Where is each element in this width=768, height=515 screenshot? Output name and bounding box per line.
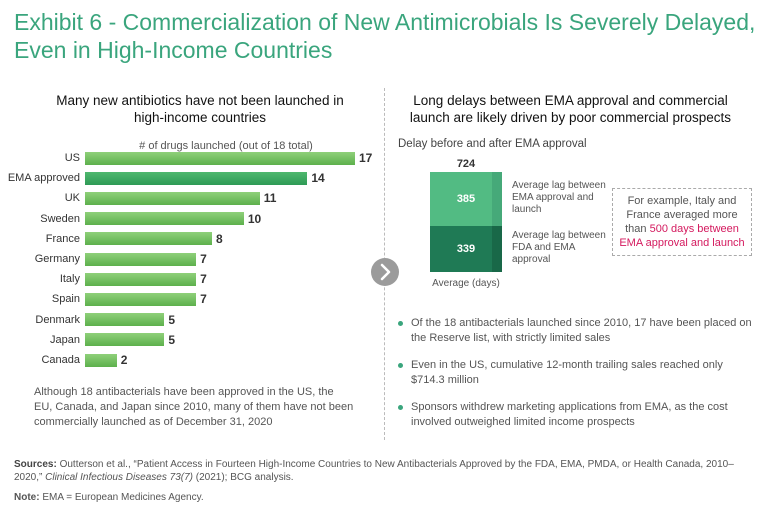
bar-value: 14 (311, 171, 325, 186)
bar-france (85, 232, 213, 246)
bar-label: EMA approved (7, 172, 80, 185)
segment-ema-to-launch: 385 (430, 172, 502, 226)
finding-text: Sponsors withdrew marketing applications… (411, 401, 728, 428)
bar-value: 2 (120, 353, 128, 367)
bar-canada (85, 353, 117, 367)
bar-label: Japan (50, 333, 80, 346)
stacked-chart-subtitle: Delay before and after EMA approval (398, 138, 587, 150)
bar-value: 8 (216, 231, 223, 246)
bar-value: 11 (263, 191, 277, 206)
next-chevron-button[interactable] (371, 258, 399, 286)
callout-highlight: 500 days between EMA approval and launch (619, 223, 745, 249)
findings-list: Of the 18 antibacterials launched since … (398, 316, 753, 442)
note-label: Note: (14, 492, 40, 503)
bar-value: 7 (200, 272, 207, 287)
bar-ema-approved (85, 171, 308, 185)
exhibit-title: Exhibit 6 - Commercialization of New Ant… (14, 9, 756, 63)
bar-label: Italy (59, 273, 80, 286)
bar-label: Spain (51, 293, 80, 306)
bar-label: UK (64, 192, 80, 205)
bar-value: 10 (247, 211, 262, 226)
bar-label: Sweden (40, 212, 80, 225)
bar-japan (85, 333, 165, 347)
stacked-chart-xlabel: Average (days) (432, 278, 500, 289)
sources-text: Outterson et al., “Patient Access in Fou… (14, 459, 734, 483)
bar-value: 7 (200, 252, 207, 266)
bullet-dot-icon (398, 363, 403, 368)
bar-uk (85, 191, 260, 205)
segment-fda-to-ema-edge (492, 226, 502, 272)
bar-sweden (85, 212, 244, 226)
bar-us (85, 151, 355, 165)
bar-denmark (85, 313, 165, 327)
bullet-dot-icon (398, 405, 403, 410)
note-footer: Note: EMA = European Medicines Agency. (14, 492, 204, 503)
journal-name: Clinical Infectious Diseases 73(7) (45, 472, 193, 483)
left-panel-note: Although 18 antibacterials have been app… (34, 386, 354, 428)
bar-value: 5 (168, 332, 176, 347)
sources-label: Sources: (14, 459, 57, 470)
bar-italy (85, 272, 197, 286)
segment-ema-to-launch-edge (492, 172, 502, 226)
italy-france-callout: For example, Italy and France averaged m… (612, 188, 752, 256)
finding-item: Sponsors withdrew marketing applications… (398, 400, 753, 430)
stacked-total-label: 724 (456, 158, 476, 170)
callout-text: For example, Italy and France averaged m… (625, 195, 738, 235)
sources-footer: Sources: Outterson et al., “Patient Acce… (14, 458, 754, 484)
segment-ema-to-launch-label: Average lag between EMA approval and lau… (512, 180, 606, 215)
finding-item: Of the 18 antibacterials launched since … (398, 316, 753, 346)
chevron-right-icon (380, 263, 391, 281)
bar-label: Germany (34, 253, 80, 265)
note-text: EMA = European Medicines Agency. (39, 492, 204, 503)
bullet-dot-icon (398, 321, 403, 326)
finding-item: Even in the US, cumulative 12-month trai… (398, 358, 753, 388)
segment-fda-to-ema-label: Average lag between FDA and EMA approval (512, 230, 606, 265)
bar-germany (85, 252, 197, 266)
bar-value: 7 (200, 292, 207, 307)
left-panel-heading: Many new antibiotics have not been launc… (56, 93, 344, 125)
sources-text-end: (2021); BCG analysis. (192, 472, 294, 483)
finding-text: Even in the US, cumulative 12-month trai… (411, 359, 723, 386)
right-panel-heading: Long delays between EMA approval and com… (409, 93, 732, 125)
bar-value: 5 (168, 312, 176, 327)
finding-text: Of the 18 antibacterials launched since … (411, 317, 752, 344)
bar-label: Denmark (35, 313, 80, 326)
bar-spain (85, 292, 197, 306)
segment-fda-to-ema: 339 (430, 226, 502, 272)
bar-chart-axis-caption: # of drugs launched (out of 18 total) (139, 140, 313, 152)
bar-label: France (45, 232, 80, 245)
bar-label: Canada (41, 354, 80, 366)
bar-value: 17 (359, 151, 373, 165)
bar-label: US (64, 152, 80, 164)
